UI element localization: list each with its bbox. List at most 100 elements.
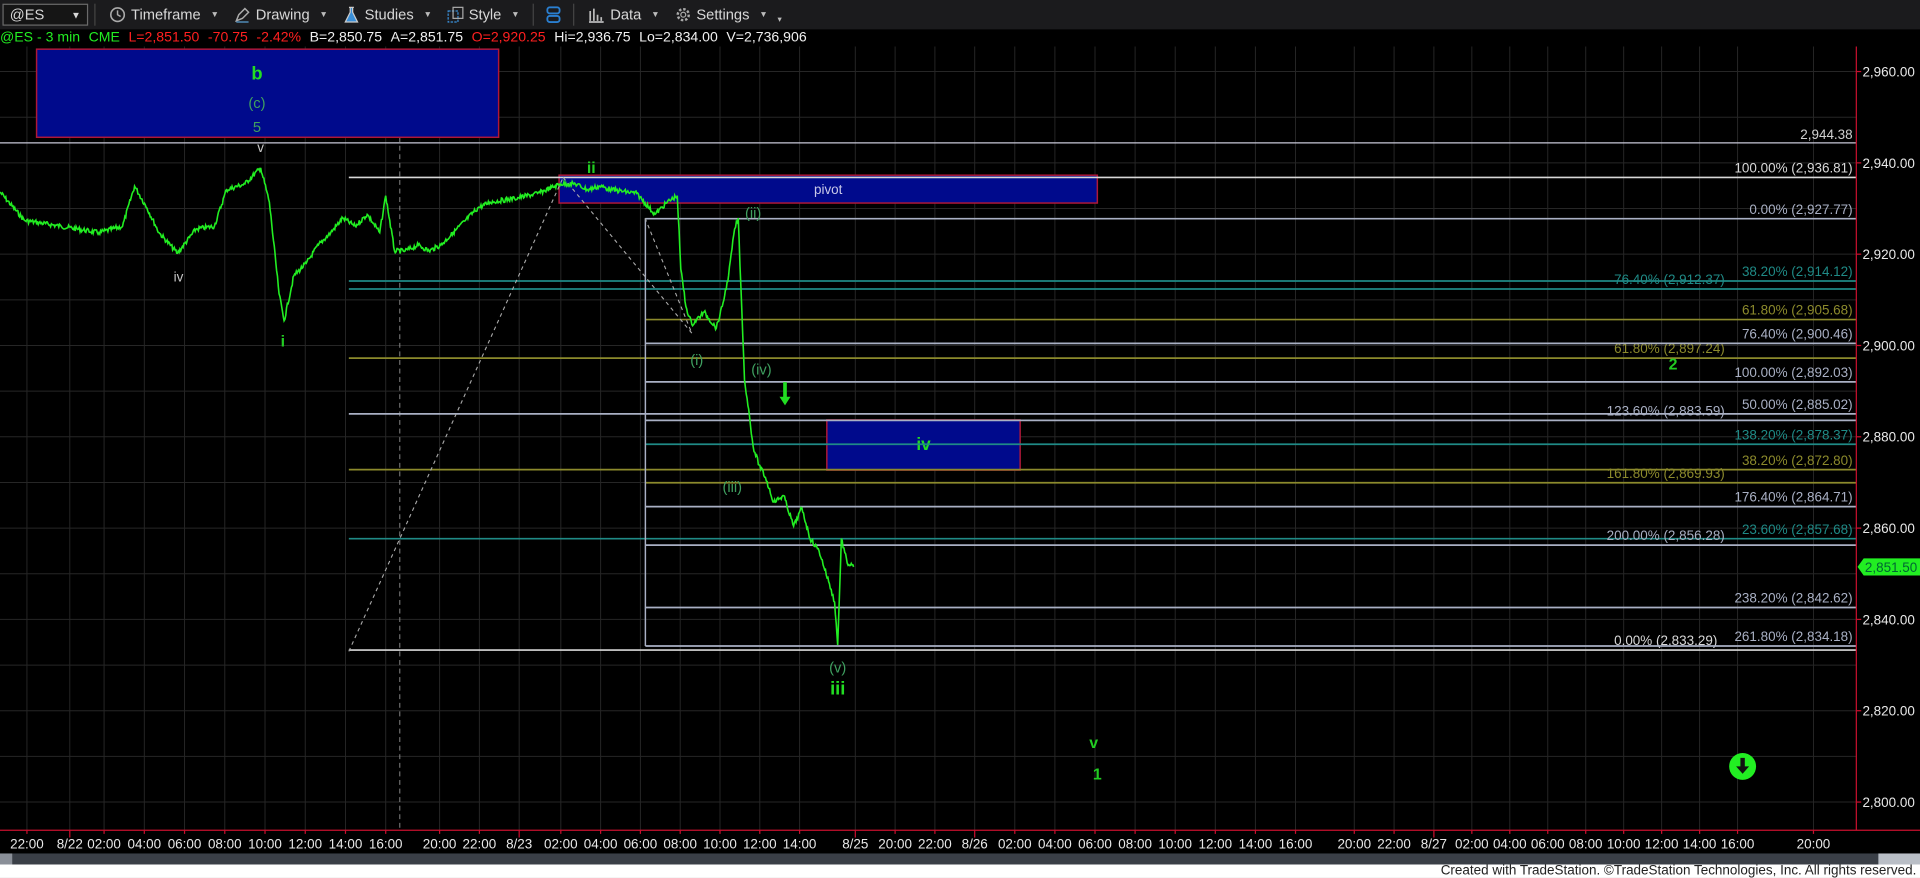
last-price: L=2,851.50 xyxy=(128,30,200,46)
price-tick-label: 2,960.00 xyxy=(1862,64,1914,79)
copyright-text: Created with TradeStation. ©TradeStation… xyxy=(1440,863,1917,878)
wave-label: ii xyxy=(587,160,596,177)
settings-label: Settings xyxy=(696,6,750,24)
symbol-value: @ES xyxy=(9,6,45,24)
time-tick-label: 08:00 xyxy=(1569,837,1603,852)
pen-icon xyxy=(234,7,250,23)
dotted-trendline[interactable] xyxy=(348,177,564,652)
time-tick-label: 10:00 xyxy=(248,837,282,852)
fib-level-label: 161.80% (2,869.93) xyxy=(1607,466,1725,481)
horizontal-scrollbar[interactable] xyxy=(0,853,1920,865)
timeframe-menu[interactable]: Timeframe ▼ xyxy=(109,6,219,23)
flask-icon xyxy=(344,6,359,23)
time-tick-label: 12:00 xyxy=(1645,837,1679,852)
price-tick-label: 2,880.00 xyxy=(1862,430,1914,445)
fib-level-label: 0.00% (2,833.29) xyxy=(1614,633,1717,648)
fib-level-label: 38.20% (2,872.80) xyxy=(1742,453,1853,468)
wave-label: (iv) xyxy=(751,363,771,379)
symbol-interval: @ES - 3 min xyxy=(0,30,81,46)
time-tick-label: 04:00 xyxy=(1493,837,1527,852)
time-tick-label: 02:00 xyxy=(998,837,1032,852)
price-line xyxy=(0,167,855,645)
time-tick-label: 12:00 xyxy=(1198,837,1232,852)
time-tick-label: 12:00 xyxy=(288,837,322,852)
fib-level-label: 200.00% (2,856.28) xyxy=(1607,528,1725,543)
caret-icon: ▼ xyxy=(210,10,219,19)
time-tick-label: 22:00 xyxy=(1377,837,1411,852)
fib-level-label: 100.00% (2,892.03) xyxy=(1734,365,1852,380)
fib-level-label: 176.40% (2,864.71) xyxy=(1734,490,1852,505)
overflow-caret-icon[interactable]: ▾ xyxy=(777,15,782,25)
divider xyxy=(533,3,535,26)
wave-label: iii xyxy=(830,677,845,698)
fib-level-label: 261.80% (2,834.18) xyxy=(1734,629,1852,644)
time-tick-label: 20:00 xyxy=(1337,837,1371,852)
time-tick-label: 04:00 xyxy=(1038,837,1072,852)
fib-level-label: 100.00% (2,936.81) xyxy=(1734,161,1852,176)
wave-label: i xyxy=(281,333,285,350)
wave-label: (i) xyxy=(690,353,703,369)
time-tick-label: 8/23 xyxy=(506,837,532,852)
caret-icon: ▼ xyxy=(319,10,328,19)
horizontal-line-label: 2,944.38 xyxy=(1800,127,1852,142)
time-tick-label: 02:00 xyxy=(1455,837,1489,852)
wave-label: 5 xyxy=(253,120,261,136)
net-change: -70.75 xyxy=(207,30,248,46)
time-tick-label: 10:00 xyxy=(1607,837,1641,852)
time-tick-label: 16:00 xyxy=(1279,837,1313,852)
drawing-label: Drawing xyxy=(255,6,310,24)
fib-level-label: 23.60% (2,857.68) xyxy=(1742,522,1853,537)
symbol-selector[interactable]: @ES ▼ xyxy=(2,3,89,26)
wave-label: (iii) xyxy=(722,480,742,496)
fib-level-label: 238.20% (2,842.62) xyxy=(1734,591,1852,606)
quote-bar: @ES - 3 min CME L=2,851.50 -70.75 -2.42%… xyxy=(0,29,807,46)
time-tick-label: 20:00 xyxy=(1797,837,1831,852)
volume: V=2,736,906 xyxy=(726,30,807,46)
scrollbar-thumb[interactable] xyxy=(1878,853,1920,865)
time-tick-label: 22:00 xyxy=(463,837,497,852)
time-tick-label: 08:00 xyxy=(1118,837,1152,852)
footer: Created with TradeStation. ©TradeStation… xyxy=(0,863,1920,878)
price-tick-label: 2,940.00 xyxy=(1862,156,1914,171)
time-tick-label: 22:00 xyxy=(10,837,44,852)
time-tick-label: 08:00 xyxy=(208,837,242,852)
gear-icon xyxy=(676,7,690,22)
drawing-menu[interactable]: Drawing ▼ xyxy=(234,6,328,23)
data-menu[interactable]: Data ▼ xyxy=(588,6,660,23)
scrollbar-left-handle[interactable] xyxy=(0,853,13,865)
wave-label: v xyxy=(257,140,264,155)
pivot-box[interactable] xyxy=(558,174,1099,204)
studies-menu[interactable]: Studies ▼ xyxy=(343,6,432,23)
style-menu[interactable]: Style ▼ xyxy=(447,6,520,23)
time-tick-label: 14:00 xyxy=(1683,837,1717,852)
time-tick-label: 06:00 xyxy=(1078,837,1112,852)
style-label: Style xyxy=(468,6,502,24)
price-tick-label: 2,900.00 xyxy=(1862,338,1914,353)
fib-level-label: 50.00% (2,885.02) xyxy=(1742,397,1853,412)
time-tick-label: 8/22 xyxy=(57,837,83,852)
time-tick-label: 22:00 xyxy=(918,837,952,852)
timeframe-label: Timeframe xyxy=(131,6,201,24)
time-tick-label: 8/27 xyxy=(1421,837,1447,852)
dotted-trendline[interactable] xyxy=(644,217,693,334)
down-arrow-glyph xyxy=(1736,757,1750,774)
fib-level-label: 123.60% (2,883.59) xyxy=(1607,404,1725,419)
link-windows-icon[interactable] xyxy=(545,6,562,23)
caret-icon: ▼ xyxy=(423,10,432,19)
time-tick-label: 06:00 xyxy=(624,837,658,852)
b-target-box[interactable] xyxy=(35,48,500,139)
settings-menu[interactable]: Settings ▼ ▾ xyxy=(674,5,782,25)
bid-price: B=2,850.75 xyxy=(309,30,383,46)
wave-label: v xyxy=(1089,735,1098,752)
time-tick-label: 8/26 xyxy=(962,837,988,852)
time-tick-label: 12:00 xyxy=(743,837,777,852)
pivot-box-label: pivot xyxy=(814,182,843,197)
fib-level-label: 61.80% (2,897.24) xyxy=(1614,341,1725,356)
exchange: CME xyxy=(88,30,120,46)
wave-label: iv xyxy=(174,269,184,284)
caret-icon: ▼ xyxy=(759,10,768,19)
time-tick-label: 04:00 xyxy=(584,837,618,852)
time-tick-label: 08:00 xyxy=(663,837,697,852)
wave-label: (c) xyxy=(248,96,265,112)
